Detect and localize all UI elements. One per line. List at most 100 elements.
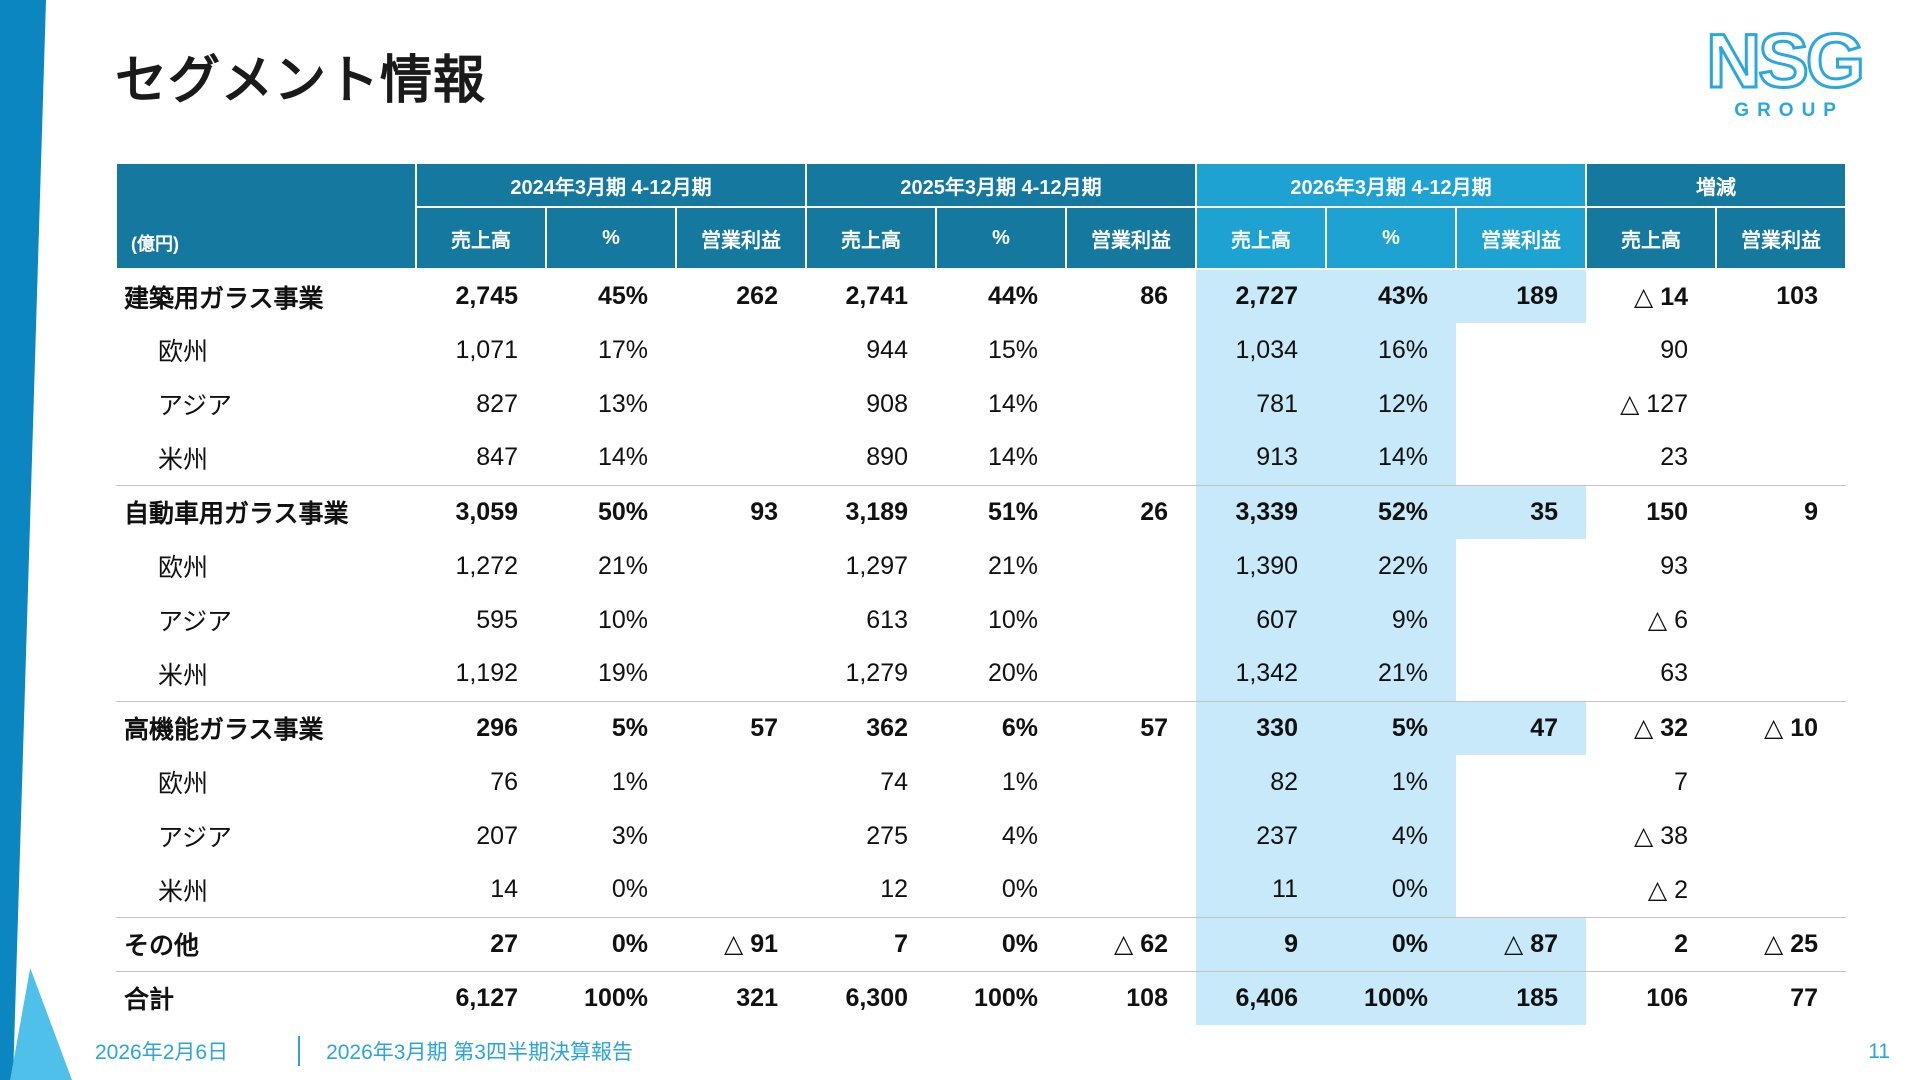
cell: 607: [1196, 593, 1326, 647]
column-group-header: 2025年3月期 4-12月期: [805, 162, 1197, 208]
cell: 1,279: [845, 659, 908, 688]
cell: 93: [676, 484, 806, 539]
cell: 90: [1660, 335, 1688, 364]
table-row: 建築用ガラス事業 2,745 45% 262 2,741 44% 86 2,727 43% 189…: [116, 269, 1846, 323]
cell: 0%: [546, 916, 676, 971]
cell: 14%: [987, 443, 1038, 472]
row-label: 欧州: [158, 338, 209, 366]
cell: 100%: [1326, 970, 1456, 1025]
column-header: %: [545, 206, 677, 270]
cell: 9: [1196, 916, 1326, 971]
column-group-header: 2026年3月期 4-12月期: [1195, 162, 1587, 208]
cell: 3,059: [416, 484, 546, 539]
cell: 362: [806, 700, 936, 755]
cell: [1716, 809, 1846, 863]
cell: [1456, 323, 1586, 377]
row-label: 米州: [158, 877, 209, 906]
cell: 7: [1674, 767, 1688, 796]
nsg-logo-text: NSG: [1705, 19, 1867, 104]
cell: 890: [866, 443, 908, 472]
column-group-header: 増減: [1585, 162, 1847, 208]
left-ribbon: [0, 0, 46, 1080]
cell: [1716, 755, 1846, 809]
cell: 13%: [597, 389, 648, 418]
cell: 1,390: [1196, 539, 1326, 593]
cell: 57: [676, 700, 806, 755]
cell: 106: [1586, 970, 1716, 1025]
column-group-header: 2024年3月期 4-12月期: [415, 162, 807, 208]
cell: 16%: [1326, 323, 1456, 377]
cell: 908: [866, 389, 908, 418]
unit-label: (億円): [115, 162, 417, 270]
cell: [676, 647, 806, 701]
cell: [676, 377, 806, 431]
column-header: 営業利益: [1065, 206, 1197, 270]
cell: [1066, 539, 1196, 593]
cell: 0%: [1326, 863, 1456, 917]
cell: 26: [1066, 484, 1196, 539]
cell: 1%: [611, 767, 648, 796]
cell: [676, 863, 806, 917]
cell: 35: [1456, 484, 1586, 539]
cell: [1716, 647, 1846, 701]
cell: 108: [1066, 970, 1196, 1025]
footer-date: 2026年2月6日: [95, 1041, 229, 1064]
cell: [1066, 647, 1196, 701]
table-row: その他 27 0% △ 91 7 0% △ 62 9 0% △ 87 2 △ 25: [116, 916, 1846, 971]
cell: 27: [416, 916, 546, 971]
cell: 1%: [1326, 755, 1456, 809]
cell: 0%: [611, 875, 648, 904]
cell: [1456, 755, 1586, 809]
column-header: 売上高: [1195, 206, 1327, 270]
cell: 20%: [987, 659, 1038, 688]
cell: [1716, 323, 1846, 377]
cell: 5%: [1326, 700, 1456, 755]
cell: 47: [1456, 700, 1586, 755]
cell: △ 2: [1647, 875, 1688, 904]
cell: 86: [1140, 282, 1168, 310]
cell: 9%: [1326, 593, 1456, 647]
cell: △ 10: [1716, 700, 1846, 755]
footer-doc-title: 2026年3月期 第3四半期決算報告: [326, 1041, 633, 1064]
cell: 14%: [597, 443, 648, 472]
cell: 2,745: [455, 282, 518, 310]
cell: 847: [476, 443, 518, 472]
cell: 12: [880, 875, 908, 904]
cell: 21%: [597, 551, 648, 580]
cell: [1066, 809, 1196, 863]
cell: 22%: [1326, 539, 1456, 593]
cell: △ 6: [1647, 606, 1688, 634]
cell: 150: [1586, 484, 1716, 539]
cell: 321: [676, 970, 806, 1025]
cell: 2,741: [845, 282, 908, 310]
cell: △ 127: [1620, 390, 1688, 418]
cell: △ 87: [1456, 916, 1586, 971]
table-row: アジア 595 10% 613 10% 607 9% △ 6: [116, 593, 1846, 647]
row-label: 欧州: [158, 770, 209, 798]
cell: 100%: [546, 970, 676, 1025]
column-header: 売上高: [805, 206, 937, 270]
cell: [676, 593, 806, 647]
cell: 262: [736, 282, 778, 310]
cell: [1456, 593, 1586, 647]
cell: 4%: [1326, 809, 1456, 863]
cell: [1716, 431, 1846, 485]
row-label: アジア: [158, 824, 233, 852]
cell: [1456, 809, 1586, 863]
cell: 23: [1660, 443, 1688, 472]
cell: △ 62: [1066, 916, 1196, 971]
cell: △ 38: [1634, 822, 1688, 850]
table-row: 米州 847 14% 890 14% 913 14% 23: [116, 431, 1846, 485]
cell: 77: [1716, 970, 1846, 1025]
cell: [676, 323, 806, 377]
cell: 14%: [1326, 431, 1456, 485]
row-label: アジア: [158, 608, 233, 636]
cell: [1066, 377, 1196, 431]
cell: 1,297: [845, 551, 908, 580]
table-row: 欧州 1,071 17% 944 15% 1,034 16% 90: [116, 323, 1846, 377]
cell: 12%: [1326, 377, 1456, 431]
table-row: 欧州 76 1% 74 1% 82 1% 7: [116, 755, 1846, 809]
row-label: 欧州: [158, 554, 209, 582]
cell: 296: [416, 700, 546, 755]
